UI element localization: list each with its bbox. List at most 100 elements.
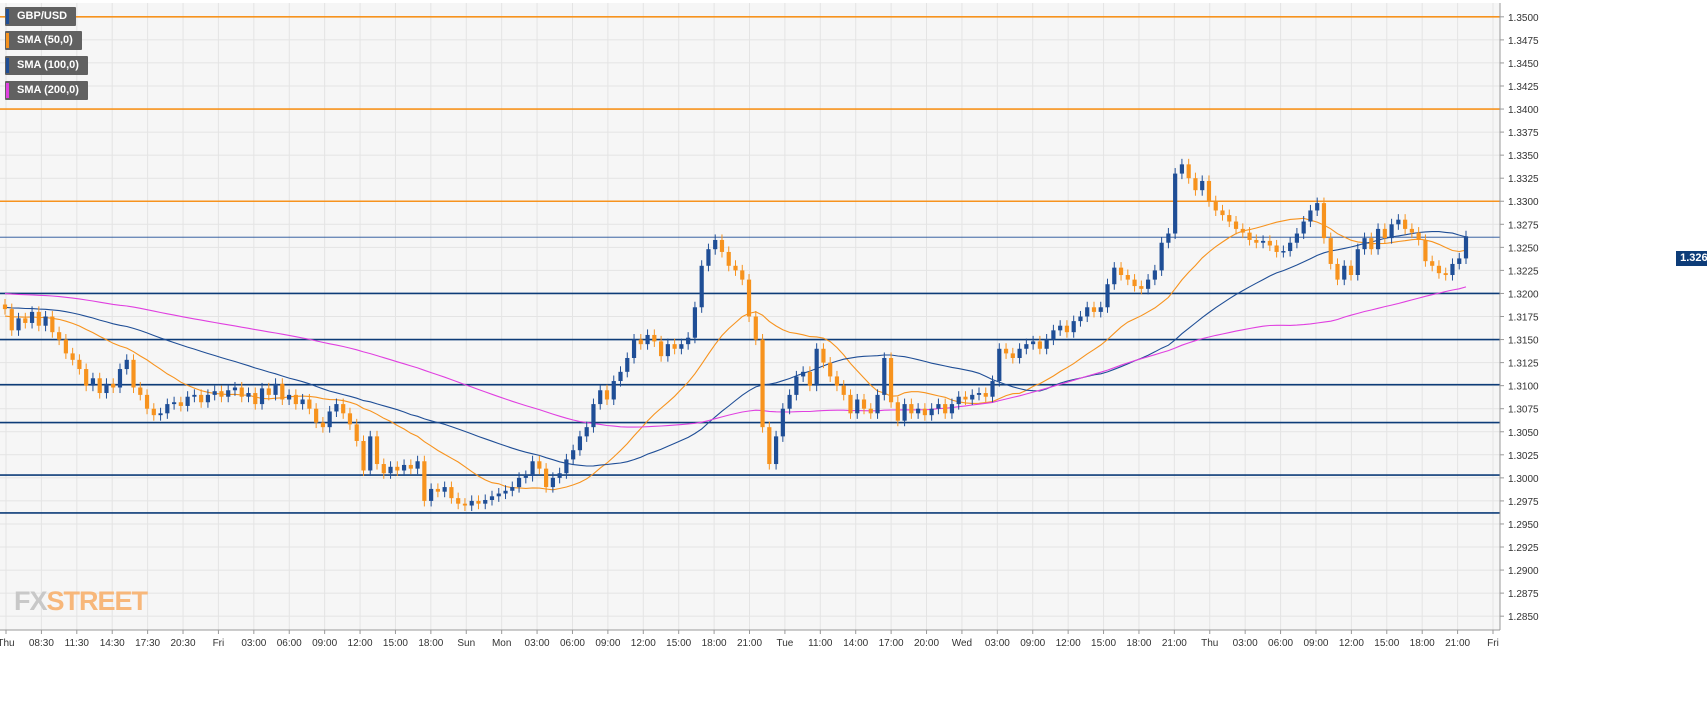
candle — [1139, 286, 1144, 289]
candle — [158, 413, 163, 416]
candle — [1098, 307, 1103, 312]
x-tick-label: 15:00 — [1374, 638, 1399, 649]
candle — [807, 371, 812, 386]
logo-fx: FX — [14, 586, 48, 616]
candle — [442, 487, 447, 492]
candle — [1254, 239, 1259, 243]
y-tick-label: 1.3075 — [1508, 405, 1539, 416]
candle — [652, 334, 657, 342]
y-tick-label: 1.3475 — [1508, 36, 1539, 47]
candle — [320, 422, 325, 428]
candle — [226, 390, 231, 397]
candle — [1091, 307, 1097, 312]
x-tick-label: 21:00 — [1445, 638, 1470, 649]
candle — [1389, 224, 1394, 239]
candle — [232, 387, 238, 391]
x-tick-label: 09:00 — [1020, 638, 1045, 649]
logo-street: STREET — [46, 586, 149, 616]
candle — [672, 344, 677, 349]
candle — [63, 339, 68, 354]
x-tick-label: 18:00 — [1126, 638, 1151, 649]
candle — [963, 396, 968, 400]
candle — [821, 348, 826, 363]
candle — [456, 498, 461, 504]
x-tick-label: 11:00 — [808, 638, 833, 649]
candle — [1064, 325, 1070, 333]
x-tick-label: 14:30 — [100, 638, 125, 649]
fxstreet-logo: FXSTREET — [14, 586, 149, 617]
legend-swatch — [6, 58, 9, 73]
candle — [273, 383, 278, 395]
y-tick-label: 1.3250 — [1508, 243, 1539, 254]
y-tick-label: 1.3450 — [1508, 59, 1539, 70]
y-tick-label: 1.3275 — [1508, 220, 1539, 231]
candle — [489, 496, 495, 500]
candle — [909, 404, 914, 414]
candle — [212, 391, 217, 395]
x-tick-label: Sun — [457, 638, 475, 649]
x-tick-label: 20:30 — [171, 638, 196, 649]
x-tick-label: 18:00 — [1410, 638, 1435, 649]
sma-200-line — [4, 286, 1467, 428]
candle — [726, 251, 731, 266]
candle — [1403, 219, 1408, 229]
candle — [151, 408, 156, 416]
candle — [192, 394, 197, 397]
candle — [16, 318, 21, 331]
candle — [1146, 279, 1151, 289]
x-tick-label: Fri — [213, 638, 225, 649]
candle — [205, 394, 211, 403]
y-tick-label: 1.3375 — [1508, 128, 1539, 139]
candle — [469, 500, 474, 506]
candle — [631, 339, 637, 358]
candle — [307, 399, 312, 409]
x-tick-label: 11:30 — [65, 638, 90, 649]
candle — [1240, 228, 1245, 233]
candle — [1281, 251, 1286, 253]
legend-sma-100[interactable]: SMA (100,0) — [5, 56, 88, 75]
candle — [77, 359, 82, 370]
candle — [591, 404, 596, 428]
candle — [1423, 239, 1428, 262]
candle — [997, 348, 1002, 382]
y-tick-label: 1.3000 — [1508, 474, 1539, 485]
x-tick-label: 21:00 — [1162, 638, 1187, 649]
candle — [882, 357, 887, 395]
candle — [611, 381, 616, 400]
y-tick-label: 1.3025 — [1508, 451, 1539, 462]
candle — [1260, 240, 1266, 243]
legend-swatch — [6, 33, 9, 48]
candle — [1078, 316, 1083, 322]
legend-label: SMA (100,0) — [17, 59, 79, 71]
candle — [314, 408, 319, 423]
legend-label: GBP/USD — [17, 10, 68, 22]
legend-sma-50[interactable]: SMA (50,0) — [5, 31, 82, 50]
candle — [185, 396, 190, 406]
legend-sma-200[interactable]: SMA (200,0) — [5, 81, 88, 100]
candle — [1071, 321, 1076, 333]
x-tick-label: 09:00 — [1303, 638, 1328, 649]
candle — [1200, 180, 1205, 191]
y-tick-label: 1.2850 — [1508, 612, 1539, 623]
x-tick-label: 03:00 — [525, 638, 550, 649]
candle — [544, 468, 549, 488]
x-tick-label: 12:00 — [631, 638, 656, 649]
candle — [144, 394, 150, 409]
candle — [395, 466, 400, 471]
x-tick-label: 12:00 — [1339, 638, 1364, 649]
candle — [1213, 201, 1218, 211]
candle — [124, 359, 129, 370]
legend-gbpusd[interactable]: GBP/USD — [5, 7, 77, 26]
candle — [503, 490, 508, 494]
candle — [1457, 258, 1462, 264]
candle — [686, 337, 691, 345]
candle — [1288, 242, 1293, 252]
candle — [604, 390, 610, 400]
x-tick-label: 17:00 — [879, 638, 904, 649]
candle — [347, 413, 353, 425]
candle — [834, 376, 840, 386]
x-axis: Thu 08:30 11:30 14:30 17:30 20:30 Fri 03:00 06:0… — [0, 629, 1500, 649]
candle — [43, 316, 48, 326]
candle — [665, 344, 670, 357]
